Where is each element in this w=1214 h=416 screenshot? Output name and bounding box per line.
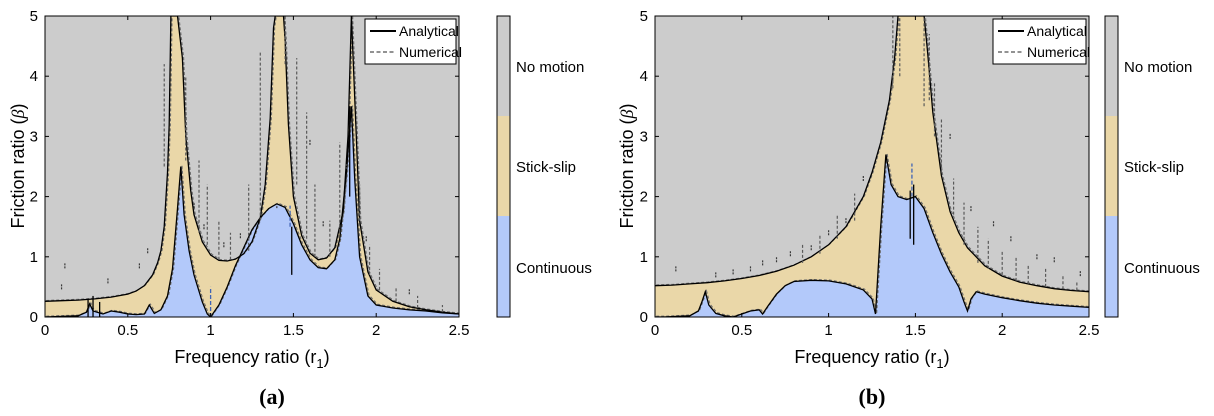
region-continuous <box>45 106 459 317</box>
colorbar-no-motion <box>1105 16 1118 116</box>
axis-ticks: 0 0.5 1 1.5 2 2.5 0 1 2 3 4 5 <box>30 8 470 339</box>
legend-label-numerical: Numerical <box>399 44 462 60</box>
colorbar-label-continuous: Continuous <box>516 260 592 277</box>
legend-label-analytical: Analytical <box>399 23 459 39</box>
plot-area <box>655 16 1089 317</box>
y-tick-label: 5 <box>30 8 38 25</box>
y-tick-label: 3 <box>30 128 38 145</box>
y-tick-label: 4 <box>30 68 38 85</box>
x-tick-label: 0.5 <box>117 322 138 339</box>
panel-label-b: (b) <box>859 384 886 409</box>
numerical-boundary-upper <box>46 16 459 314</box>
analytical-boundary-lower <box>45 106 459 317</box>
x-tick-label: 1 <box>206 322 214 339</box>
x-tick-label: 2.5 <box>1079 322 1100 339</box>
analytical-boundary-lower <box>655 154 1089 317</box>
legend-label-analytical: Analytical <box>1027 23 1087 39</box>
x-tick-label: 2 <box>372 322 380 339</box>
colorbar-label-no-motion: No motion <box>516 59 584 76</box>
y-axis-label: Friction ratio (β) <box>617 104 637 229</box>
colorbar-no-motion <box>497 16 510 116</box>
legend: Analytical Numerical <box>992 18 1090 65</box>
colorbar: No motion Stick-slip Continuous <box>1104 15 1200 318</box>
axes-frame <box>44 15 460 318</box>
x-tick-label: 0.5 <box>731 322 752 339</box>
x-tick-label: 2.5 <box>449 322 470 339</box>
y-axis-label: Friction ratio (β) <box>8 104 28 229</box>
axis-ticks: 0 0.5 1 1.5 2 2.5 0 1 2 3 4 5 <box>640 8 1100 339</box>
analytical-boundary-upper <box>45 16 459 315</box>
y-tick-label: 4 <box>640 68 648 85</box>
colorbar-stick-slip <box>1105 116 1118 216</box>
analytical-boundary-upper <box>655 16 1089 293</box>
x-tick-label: 1.5 <box>905 322 926 339</box>
x-tick-label: 1.5 <box>283 322 304 339</box>
y-tick-label: 0 <box>30 309 38 326</box>
x-tick-label: 0 <box>651 322 659 339</box>
colorbar-continuous <box>1105 216 1118 317</box>
numerical-boundary-lower <box>46 105 459 317</box>
y-tick-label: 2 <box>640 189 648 206</box>
x-tick-label: 1 <box>824 322 832 339</box>
colorbar-label-stick-slip: Stick-slip <box>1124 159 1184 176</box>
y-tick-label: 1 <box>640 249 648 266</box>
y-tick-label: 1 <box>30 249 38 266</box>
colorbar-stick-slip <box>497 116 510 216</box>
axes-frame <box>654 15 1090 318</box>
legend: Analytical Numerical <box>364 18 462 65</box>
legend-label-numerical: Numerical <box>1027 44 1090 60</box>
x-axis-label: Frequency ratio (r1) <box>794 347 949 371</box>
y-tick-label: 3 <box>640 128 648 145</box>
colorbar-label-no-motion: No motion <box>1124 59 1192 76</box>
y-tick-label: 0 <box>640 309 648 326</box>
y-tick-label: 2 <box>30 189 38 206</box>
x-tick-label: 2 <box>998 322 1006 339</box>
x-axis-label: Frequency ratio (r1) <box>174 347 329 371</box>
x-tick-label: 0 <box>41 322 49 339</box>
colorbar: No motion Stick-slip Continuous <box>496 15 592 318</box>
panel-label-a: (a) <box>259 384 285 409</box>
colorbar-label-continuous: Continuous <box>1124 260 1200 277</box>
y-tick-label: 5 <box>640 8 648 25</box>
plot-area <box>45 16 459 317</box>
colorbar-continuous <box>497 216 510 317</box>
colorbar-label-stick-slip: Stick-slip <box>516 159 576 176</box>
region-stick-slip <box>655 16 1089 317</box>
